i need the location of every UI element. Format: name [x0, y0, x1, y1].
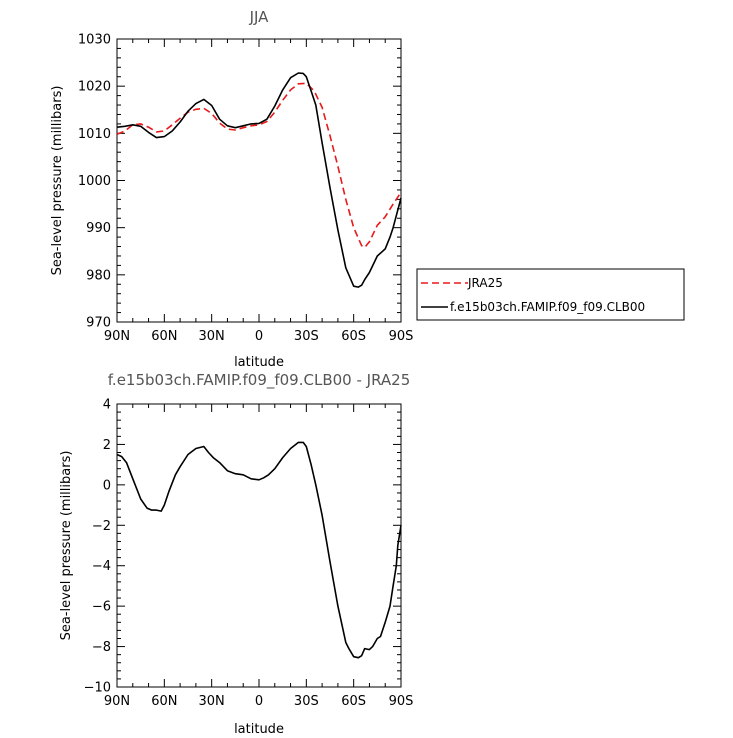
top-chart-y-tick-labels: 970 980 990 1000 1010 1020 1030 — [78, 33, 111, 331]
top-chart: JJA 90N 60N 30N 0 30S 60S 90S 970 980 990 1000 101… — [50, 8, 413, 370]
top-chart-ylabel: Sea-level pressure (millibars) — [50, 86, 65, 276]
bottom-chart-frame — [116, 403, 402, 688]
y-tick-label: −6 — [92, 600, 111, 615]
top-chart-xlabel: latitude — [234, 355, 284, 370]
y-tick-label: 0 — [103, 478, 111, 493]
y-tick-label: 1000 — [78, 174, 111, 189]
bottom-chart-x-tick-labels: 90N 60N 30N 0 30S 60S 90S — [104, 694, 414, 709]
legend-box — [416, 268, 685, 321]
y-tick-label: 1020 — [78, 80, 111, 95]
x-tick-label: 30S — [294, 694, 319, 709]
top-chart-frame — [116, 38, 402, 323]
top-chart-title: JJA — [249, 8, 270, 26]
y-tick-label: 4 — [103, 398, 111, 413]
bottom-chart-ylabel: Sea-level pressure (millibars) — [59, 451, 74, 641]
top-series-model-line — [116, 72, 402, 288]
legend: JRA25 f.e15b03ch.FAMIP.f09_f09.CLB00 — [416, 268, 685, 321]
legend-label-jra25: JRA25 — [467, 276, 503, 290]
y-tick-label: 1010 — [78, 127, 111, 142]
bottom-chart-xlabel: latitude — [234, 722, 284, 737]
x-tick-label: 90S — [389, 329, 414, 344]
x-tick-label: 0 — [255, 329, 263, 344]
top-chart-ticks — [116, 38, 402, 323]
y-tick-label: 970 — [86, 316, 111, 331]
top-series-jra25-line — [116, 82, 402, 249]
x-tick-label: 90N — [104, 694, 130, 709]
x-tick-label: 60S — [341, 329, 366, 344]
x-tick-label: 30N — [199, 329, 225, 344]
x-tick-label: 0 — [255, 694, 263, 709]
bottom-chart: f.e15b03ch.FAMIP.f09_f09.CLB00 - JRA25 9… — [59, 371, 413, 737]
x-tick-label: 60S — [341, 694, 366, 709]
y-tick-label: −10 — [84, 681, 111, 696]
bottom-chart-ticks — [116, 403, 402, 688]
bottom-chart-y-tick-labels: −10 −8 −6 −4 −2 0 2 4 — [84, 398, 111, 696]
x-tick-label: 90S — [389, 694, 414, 709]
bottom-chart-title: f.e15b03ch.FAMIP.f09_f09.CLB00 - JRA25 — [108, 371, 411, 390]
top-chart-x-tick-labels: 90N 60N 30N 0 30S 60S 90S — [104, 329, 414, 344]
y-tick-label: −2 — [92, 519, 111, 534]
y-tick-label: 1030 — [78, 33, 111, 48]
x-tick-label: 30N — [199, 694, 225, 709]
legend-label-model: f.e15b03ch.FAMIP.f09_f09.CLB00 — [450, 300, 645, 314]
x-tick-label: 60N — [151, 694, 177, 709]
x-tick-label: 60N — [151, 329, 177, 344]
x-tick-label: 90N — [104, 329, 130, 344]
x-tick-label: 30S — [294, 329, 319, 344]
y-tick-label: 2 — [103, 438, 111, 453]
y-tick-label: −4 — [92, 559, 111, 574]
bottom-series-difference-line — [116, 441, 402, 659]
y-tick-label: 990 — [86, 221, 111, 236]
y-tick-label: 980 — [86, 268, 111, 283]
y-tick-label: −8 — [92, 640, 111, 655]
